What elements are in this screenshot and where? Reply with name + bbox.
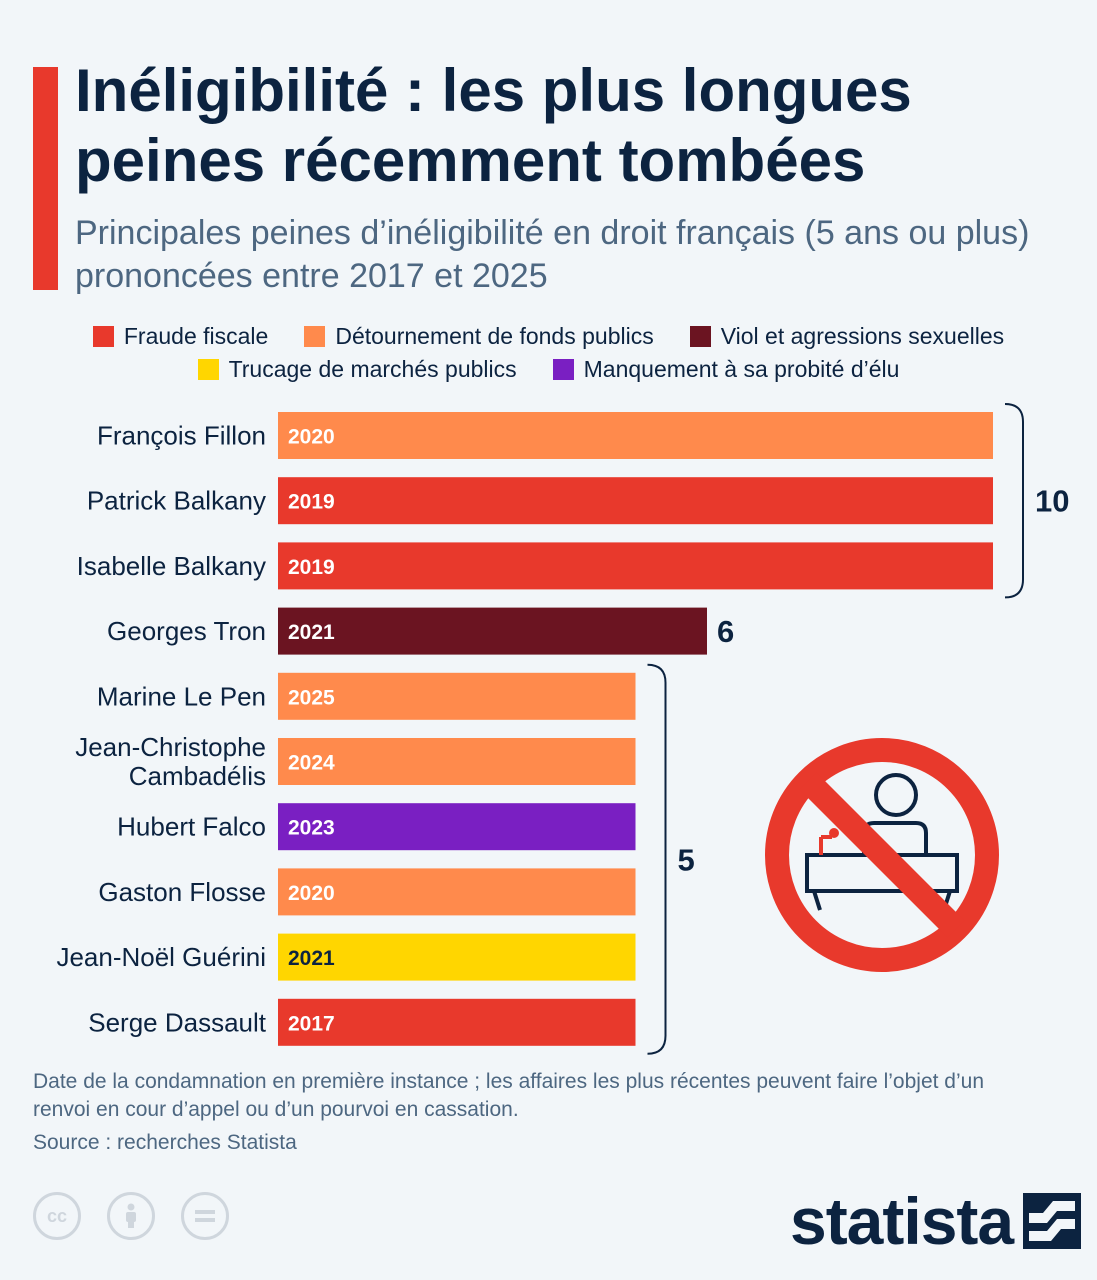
bar xyxy=(278,477,993,525)
group-value-label: 6 xyxy=(717,614,734,649)
chart-title: Inéligibilité : les plus longues peines … xyxy=(75,57,912,194)
chart-subtitle: Principales peines d’inéligibilité en dr… xyxy=(75,214,1030,295)
bar xyxy=(278,998,636,1046)
statista-logo[interactable]: statista xyxy=(790,1184,1082,1258)
bar xyxy=(278,542,993,590)
bar xyxy=(278,672,636,720)
legend-swatch xyxy=(92,326,114,347)
bar xyxy=(278,868,636,916)
category-label: Serge Dassault xyxy=(88,1007,267,1037)
by-icon[interactable] xyxy=(107,1192,155,1240)
legend-label: Détournement de fonds publics xyxy=(335,323,654,349)
category-label: Jean-Noël Guérini xyxy=(56,942,266,972)
legend-row-1: Fraude fiscale Détournement de fonds pub… xyxy=(0,323,1097,350)
brand-wordmark: statista xyxy=(790,1184,1014,1258)
group-value-label: 10 xyxy=(1035,484,1069,519)
group-bracket xyxy=(1004,403,1024,599)
bar xyxy=(278,412,993,459)
bar-chart: 2020 François Fillon 2019 Patrick Balkany 20… xyxy=(56,403,1069,1055)
legend-label: Viol et agressions sexuelles xyxy=(720,323,1005,349)
category-label: Isabelle Balkany xyxy=(77,551,266,581)
category-label: Gaston Flosse xyxy=(98,877,266,907)
chart-notes: Date de la condamnation en première inst… xyxy=(33,1070,985,1121)
legend-label: Trucage de marchés publics xyxy=(228,356,517,382)
cc-icon[interactable]: cc xyxy=(33,1192,81,1240)
legend-item-detournement: Détournement de fonds publics xyxy=(304,323,654,350)
no-politician-icon xyxy=(765,738,999,972)
bar xyxy=(278,738,636,785)
legend-swatch xyxy=(197,359,219,380)
bar-year-label: 2024 xyxy=(288,752,335,775)
group-bracket xyxy=(647,663,667,1055)
bar-year-label: 2019 xyxy=(288,556,335,579)
bar-year-label: 2021 xyxy=(288,947,335,970)
category-label: Marine Le Pen xyxy=(97,681,266,711)
category-label: Jean-Christophe xyxy=(75,732,266,762)
category-label: Patrick Balkany xyxy=(87,486,266,516)
legend-item-trucage: Trucage de marchés publics xyxy=(197,356,517,383)
legend-label: Manquement à sa probité d’élu xyxy=(583,356,900,382)
statista-logo-icon xyxy=(1023,1193,1082,1249)
legend-item-probite: Manquement à sa probité d’élu xyxy=(552,356,900,383)
category-label: Hubert Falco xyxy=(117,812,266,842)
legend-row-2: Trucage de marchés publics Manquement à … xyxy=(0,356,1097,383)
legend-item-viol: Viol et agressions sexuelles xyxy=(689,323,1005,350)
bar-year-label: 2021 xyxy=(288,621,335,644)
nd-icon[interactable] xyxy=(181,1192,229,1240)
legend-label: Fraude fiscale xyxy=(123,323,269,349)
license-icons: cc xyxy=(33,1192,229,1240)
group-value-label: 5 xyxy=(678,842,695,877)
bar-year-label: 2020 xyxy=(288,426,335,449)
bar-year-label: 2023 xyxy=(288,817,335,840)
bar-year-label: 2020 xyxy=(288,882,335,905)
legend-swatch xyxy=(552,359,574,380)
bars-layer: 2020 François Fillon 2019 Patrick Balkany 20… xyxy=(56,412,993,1046)
brackets-layer: 10 6 5 xyxy=(647,403,1069,1055)
category-label: François Fillon xyxy=(97,421,266,451)
bar xyxy=(278,607,707,655)
bar-year-label: 2019 xyxy=(288,491,335,514)
chart-source: Source : recherches Statista xyxy=(33,1131,297,1154)
legend-swatch xyxy=(304,326,326,347)
legend-item-fraude-fiscale: Fraude fiscale xyxy=(92,323,269,350)
bar xyxy=(278,803,636,851)
title-accent-bar xyxy=(33,67,58,290)
bar-year-label: 2017 xyxy=(288,1012,335,1035)
category-label: Cambadélis xyxy=(129,761,266,791)
category-label: Georges Tron xyxy=(107,616,266,646)
bar xyxy=(278,933,636,981)
legend-swatch xyxy=(689,326,711,347)
bar-year-label: 2025 xyxy=(288,686,335,709)
